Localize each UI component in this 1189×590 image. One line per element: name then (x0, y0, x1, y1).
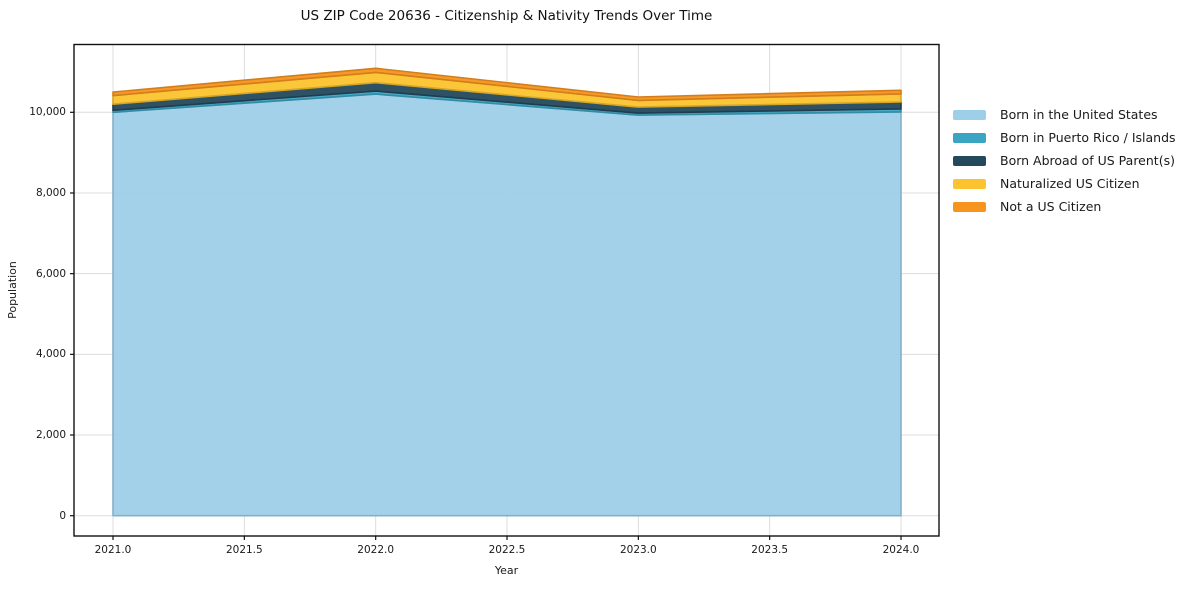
legend-item-born-in-puerto-rico-islands: Born in Puerto Rico / Islands (953, 127, 1189, 150)
y-tick-label: 2,000 (35, 429, 66, 442)
y-tick-label: 4,000 (35, 348, 66, 361)
x-tick-label: 2023.0 (619, 544, 657, 556)
x-tick-label: 2024.0 (882, 544, 920, 556)
x-tick-label: 2022.5 (488, 544, 526, 556)
legend-label: Born in Puerto Rico / Islands (1000, 130, 1176, 146)
y-tick-label: 8,000 (35, 186, 66, 199)
legend-item-born-in-the-united-states: Born in the United States (953, 104, 1189, 127)
y-axis-label: Population (6, 261, 19, 319)
legend: Born in the United States Born in Puerto … (953, 104, 1189, 218)
x-tick-label: 2021.0 (94, 544, 132, 556)
chart-title: US ZIP Code 20636 - Citizenship & Nativi… (300, 8, 713, 24)
x-tick-label: 2023.5 (751, 544, 789, 556)
legend-item-not-a-us-citizen: Not a US Citizen (953, 195, 1189, 218)
x-axis-label: Year (494, 564, 519, 577)
legend-label: Born in the United States (1000, 107, 1158, 123)
legend-label: Born Abroad of US Parent(s) (1000, 152, 1175, 168)
legend-swatch-icon (953, 201, 986, 212)
x-tick-label: 2022.0 (357, 544, 395, 556)
legend-swatch-icon (953, 178, 986, 189)
legend-label: Naturalized US Citizen (1000, 175, 1140, 191)
y-tick-label: 10,000 (29, 106, 66, 119)
legend-item-born-abroad-of-us-parent-s: Born Abroad of US Parent(s) (953, 150, 1189, 173)
area-not-a-us-citizen (112, 67, 902, 102)
legend-swatch-icon (953, 155, 986, 166)
legend-swatch-icon (953, 110, 986, 121)
area-born-in-the-united-states (112, 93, 902, 517)
y-tick-label: 0 (59, 509, 66, 522)
x-tick-label: 2021.5 (225, 544, 263, 556)
legend-item-naturalized-us-citizen: Naturalized US Citizen (953, 172, 1189, 195)
legend-label: Not a US Citizen (1000, 198, 1102, 214)
y-tick-label: 6,000 (35, 267, 66, 280)
legend-swatch-icon (953, 133, 986, 144)
